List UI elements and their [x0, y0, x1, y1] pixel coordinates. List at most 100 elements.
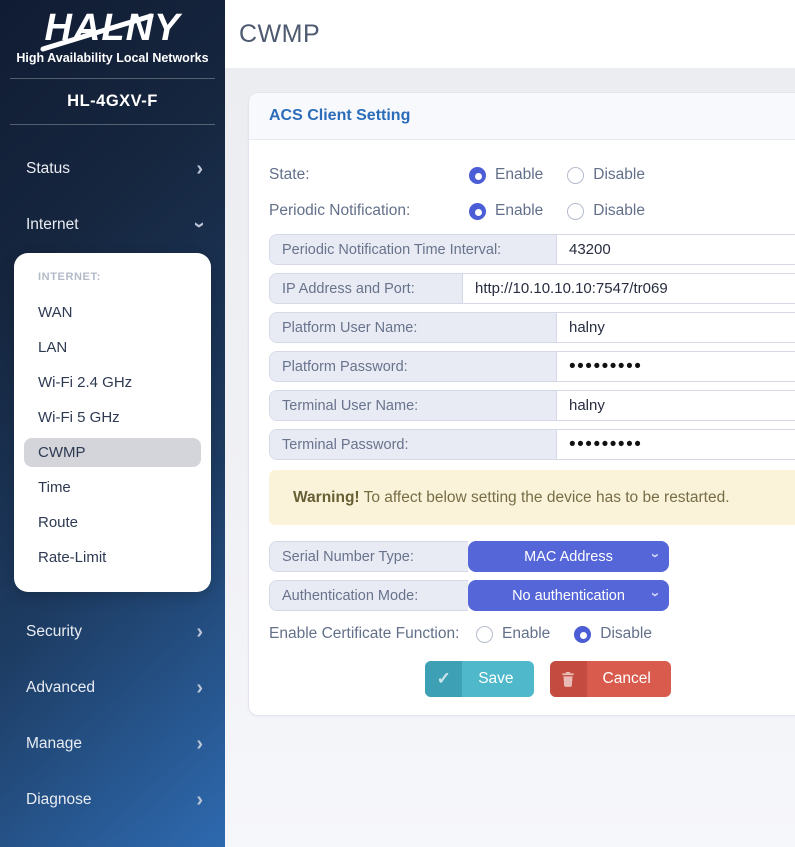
state-disable-option[interactable]: Disable — [567, 166, 645, 184]
save-button[interactable]: ✓ Save — [425, 661, 534, 697]
certificate-disable-label: Disable — [600, 625, 652, 642]
sidebar-divider — [10, 78, 215, 79]
device-model: HL-4GXV-F — [67, 92, 158, 110]
terminal-username-row: Terminal User Name: — [269, 390, 795, 421]
sidebar-item-route[interactable]: Route — [38, 514, 79, 531]
submenu-heading: INTERNET: — [38, 271, 101, 283]
cancel-button[interactable]: Cancel — [549, 661, 671, 697]
state-enable-label: Enable — [495, 166, 544, 183]
sidebar-item-manage[interactable]: Manage › — [0, 716, 225, 772]
state-radio-group: Enable Disable — [469, 166, 669, 184]
terminal-username-input[interactable] — [557, 391, 795, 420]
radio-unchecked-icon[interactable] — [567, 202, 585, 220]
certificate-enable-option[interactable]: Enable — [476, 625, 550, 643]
periodic-disable-option[interactable]: Disable — [567, 202, 645, 220]
sidebar-nav: Status › Internet › INTERNET: WAN LAN Wi… — [0, 141, 225, 828]
radio-unchecked-icon[interactable] — [476, 625, 493, 643]
authentication-mode-label: Authentication Mode: — [269, 580, 468, 611]
radio-checked-icon[interactable] — [469, 166, 486, 184]
sidebar-item-advanced[interactable]: Advanced › — [0, 660, 225, 716]
acs-url-field-label: IP Address and Port: — [270, 274, 463, 303]
sidebar-item-label: Security — [26, 623, 82, 640]
radio-checked-icon[interactable] — [469, 202, 486, 220]
platform-username-input[interactable] — [557, 313, 795, 342]
periodic-radio-group: Enable Disable — [469, 202, 669, 220]
certificate-disable-option[interactable]: Disable — [574, 625, 652, 643]
authentication-mode-select[interactable]: No authentication › — [468, 580, 669, 611]
sidebar-item-label: Diagnose — [26, 791, 92, 808]
state-enable-option[interactable]: Enable — [469, 166, 543, 184]
sidebar-item-label: Advanced — [26, 679, 95, 696]
sidebar-item-internet[interactable]: Internet › — [0, 197, 225, 253]
warning-title: Warning! — [293, 489, 360, 506]
certificate-function-row: Enable Certificate Function: Enable Disa… — [269, 621, 795, 647]
sidebar-item-lan[interactable]: LAN — [38, 339, 68, 356]
platform-password-row: Platform Password: — [269, 351, 795, 382]
save-button-label: Save — [478, 670, 514, 687]
warning-message: To affect below setting the device has t… — [363, 489, 730, 506]
platform-username-row: Platform User Name: — [269, 312, 795, 343]
periodic-enable-label: Enable — [495, 202, 544, 219]
terminal-password-input[interactable] — [557, 430, 795, 459]
sidebar-divider — [10, 124, 215, 125]
chevron-down-icon: › — [188, 221, 211, 229]
page-title: CWMP — [239, 19, 321, 48]
terminal-password-field-label: Terminal Password: — [270, 430, 557, 459]
serial-number-type-label: Serial Number Type: — [269, 541, 468, 572]
sidebar: HALNY High Availability Local Networks H… — [0, 0, 225, 847]
periodic-notification-label: Periodic Notification: — [269, 202, 411, 219]
interval-field-label: Periodic Notification Time Interval: — [270, 235, 557, 264]
acs-url-row: IP Address and Port: — [269, 273, 795, 304]
sidebar-item-wifi-24ghz[interactable]: Wi-Fi 2.4 GHz — [38, 374, 133, 391]
authentication-mode-row: Authentication Mode: No authentication › — [269, 580, 795, 611]
main-area: CWMP ACS Client Setting State: Enable — [225, 0, 795, 847]
chevron-right-icon: › — [196, 158, 203, 180]
radio-unchecked-icon[interactable] — [567, 166, 585, 184]
sidebar-item-diagnose[interactable]: Diagnose › — [0, 772, 225, 828]
chevron-right-icon: › — [196, 677, 203, 699]
brand-logo: HALNY High Availability Local Networks — [0, 0, 225, 65]
sidebar-item-label: Manage — [26, 735, 83, 752]
serial-number-type-row: Serial Number Type: MAC Address › — [269, 541, 795, 572]
authentication-mode-value: No authentication — [512, 587, 625, 604]
card-header: ACS Client Setting — [249, 93, 795, 140]
sidebar-item-rate-limit[interactable]: Rate-Limit — [38, 549, 107, 566]
check-icon: ✓ — [425, 661, 463, 697]
sidebar-item-label: Status — [26, 160, 70, 177]
serial-number-type-select[interactable]: MAC Address › — [468, 541, 669, 572]
card-body: State: Enable Disable — [249, 140, 795, 715]
sidebar-item-wan[interactable]: WAN — [38, 304, 73, 321]
content-area: ACS Client Setting State: Enable — [225, 68, 795, 847]
sidebar-item-time[interactable]: Time — [38, 479, 71, 496]
action-buttons: ✓ Save Cancel — [269, 661, 795, 697]
brand-tagline: High Availability Local Networks — [16, 51, 209, 65]
sidebar-item-status[interactable]: Status › — [0, 141, 225, 197]
interval-input[interactable] — [557, 235, 795, 264]
sidebar-item-label: Internet — [26, 216, 79, 233]
restart-warning-banner: Warning! To affect below setting the devi… — [269, 470, 795, 525]
card-title: ACS Client Setting — [269, 107, 411, 124]
cancel-button-label: Cancel — [602, 670, 651, 687]
acs-client-setting-card: ACS Client Setting State: Enable — [248, 92, 795, 716]
radio-checked-icon[interactable] — [574, 625, 592, 643]
certificate-enable-label: Enable — [502, 625, 551, 642]
platform-password-input[interactable] — [557, 352, 795, 381]
interval-row: Periodic Notification Time Interval: — [269, 234, 795, 265]
platform-username-field-label: Platform User Name: — [270, 313, 557, 342]
trash-icon — [549, 661, 587, 697]
internet-submenu: INTERNET: WAN LAN Wi-Fi 2.4 GHz Wi-Fi 5 … — [14, 253, 211, 592]
acs-url-input[interactable] — [463, 274, 795, 303]
periodic-enable-option[interactable]: Enable — [469, 202, 543, 220]
page-header: CWMP — [225, 0, 795, 68]
chevron-right-icon: › — [196, 621, 203, 643]
certificate-radio-group: Enable Disable — [476, 625, 676, 643]
state-label: State: — [269, 166, 310, 183]
chevron-down-icon: › — [647, 553, 664, 558]
sidebar-item-wifi-5ghz[interactable]: Wi-Fi 5 GHz — [38, 409, 120, 426]
sidebar-item-cwmp[interactable]: CWMP — [24, 438, 201, 467]
certificate-function-label: Enable Certificate Function: — [269, 625, 460, 642]
serial-number-type-value: MAC Address — [524, 548, 613, 565]
sidebar-item-security[interactable]: Security › — [0, 604, 225, 660]
state-row: State: Enable Disable — [269, 162, 795, 188]
